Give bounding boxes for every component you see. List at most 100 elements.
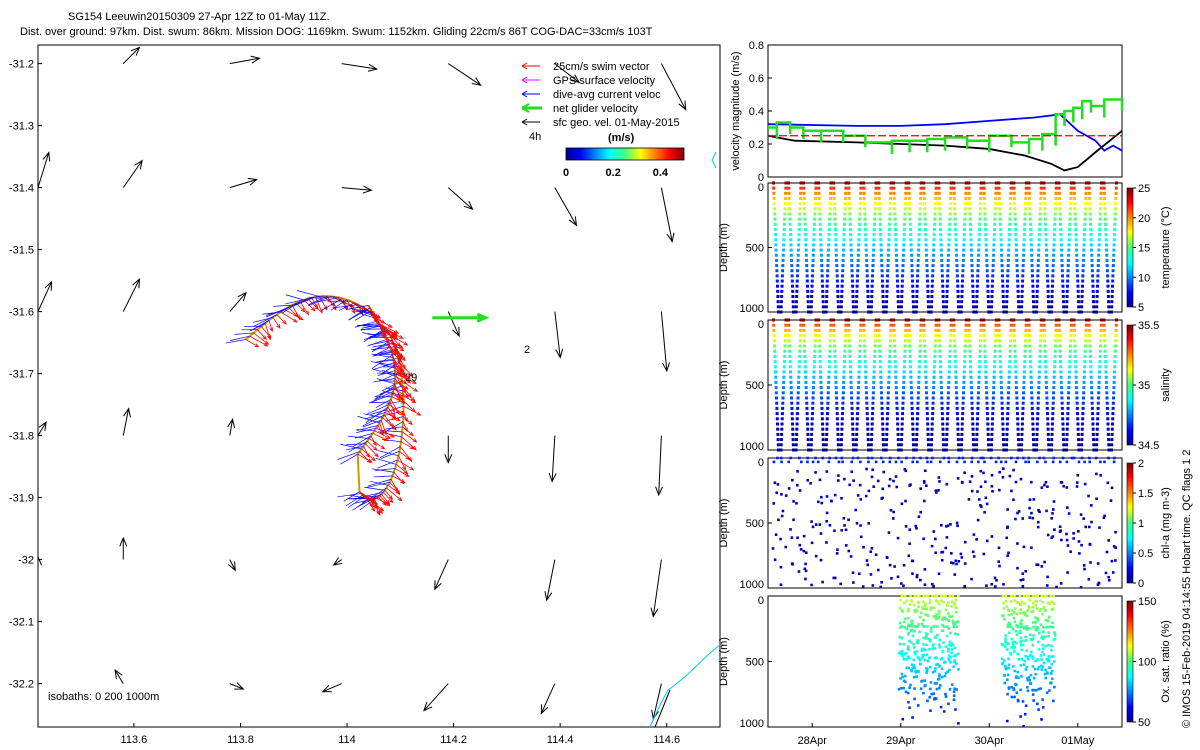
data-dot <box>1062 310 1066 314</box>
data-dot <box>892 479 895 483</box>
data-dot <box>919 487 922 490</box>
data-dot <box>1089 360 1093 364</box>
data-dot <box>915 575 919 579</box>
data-dot <box>850 396 854 400</box>
data-dot <box>844 196 847 200</box>
isobath-line <box>654 689 671 727</box>
data-dot <box>908 212 912 216</box>
dac-vector <box>307 295 324 299</box>
data-dot <box>855 422 859 426</box>
colorbar-tick-label: 0 <box>1138 578 1144 590</box>
data-dot <box>857 572 861 576</box>
data-dot <box>1001 295 1005 299</box>
data-dot <box>912 305 915 309</box>
data-dot <box>901 717 905 721</box>
data-dot <box>1006 525 1009 529</box>
data-dot <box>913 666 917 670</box>
data-dot <box>1006 401 1010 405</box>
data-dot <box>1034 448 1038 452</box>
data-dot <box>1009 186 1013 190</box>
data-dot <box>1083 227 1087 231</box>
data-dot <box>978 217 982 221</box>
data-dot <box>1102 323 1106 327</box>
depth-ytick-label: 500 <box>746 380 764 392</box>
data-dot <box>929 310 933 314</box>
data-dot <box>930 692 933 696</box>
depth-xtick-label: 01May <box>1061 735 1095 747</box>
surface-vector-arrow <box>114 668 124 684</box>
data-dot <box>915 300 919 304</box>
data-dot <box>1081 412 1085 416</box>
data-dot <box>945 279 949 283</box>
data-dot <box>1075 248 1079 252</box>
data-dot <box>1044 370 1048 374</box>
data-dot <box>952 328 956 332</box>
data-dot <box>775 279 779 283</box>
data-dot <box>783 334 787 338</box>
data-dot <box>841 460 844 464</box>
data-dot <box>1028 339 1032 343</box>
data-dot <box>1052 594 1055 598</box>
dac-vector <box>250 320 270 332</box>
data-dot <box>992 233 996 237</box>
data-dot <box>814 186 818 190</box>
data-dot <box>894 238 898 242</box>
data-dot <box>872 238 876 242</box>
data-dot <box>979 334 983 338</box>
data-dot <box>902 238 906 242</box>
data-dot <box>818 478 822 482</box>
data-dot <box>1028 506 1031 510</box>
data-dot <box>827 222 831 226</box>
dac-vector <box>364 486 385 491</box>
data-dot <box>925 401 929 405</box>
data-dot <box>916 594 920 598</box>
data-dot <box>900 438 904 442</box>
data-dot <box>909 233 913 237</box>
data-dot <box>941 438 945 442</box>
data-dot <box>777 518 780 522</box>
data-dot <box>798 334 802 338</box>
data-dot <box>828 339 832 343</box>
data-dot <box>947 456 951 460</box>
data-dot <box>1097 238 1101 242</box>
data-dot <box>992 253 996 257</box>
surface-vector-arrow <box>38 420 47 436</box>
data-dot <box>1065 538 1069 542</box>
data-dot <box>923 469 927 473</box>
data-dot <box>937 196 941 200</box>
data-dot <box>863 365 867 369</box>
data-dot <box>1104 380 1108 384</box>
data-dot <box>1022 456 1025 460</box>
data-dot <box>1091 417 1095 421</box>
data-dot <box>926 427 930 431</box>
data-dot <box>1015 406 1019 410</box>
data-dot <box>826 269 830 273</box>
data-dot <box>1007 663 1011 667</box>
data-dot <box>986 417 990 421</box>
dac-vector <box>273 304 293 307</box>
data-dot <box>772 191 776 195</box>
data-dot <box>898 621 902 625</box>
data-dot <box>1069 339 1073 343</box>
data-dot <box>840 427 844 431</box>
data-dot <box>947 601 950 604</box>
data-dot <box>998 217 1002 221</box>
data-dot <box>977 248 981 252</box>
data-dot <box>960 279 964 283</box>
data-dot <box>1037 375 1041 379</box>
data-dot <box>908 528 912 531</box>
data-dot <box>840 417 844 421</box>
data-dot <box>912 643 915 646</box>
data-dot <box>918 658 922 662</box>
swim-vector <box>280 311 298 323</box>
data-dot <box>925 412 929 416</box>
data-dot <box>946 412 950 416</box>
data-dot <box>897 448 901 452</box>
data-dot <box>1068 344 1072 348</box>
data-dot <box>1045 509 1048 513</box>
data-dot <box>1061 284 1065 288</box>
data-dot <box>1025 628 1029 631</box>
data-dot <box>1052 500 1056 503</box>
data-dot <box>899 652 903 656</box>
